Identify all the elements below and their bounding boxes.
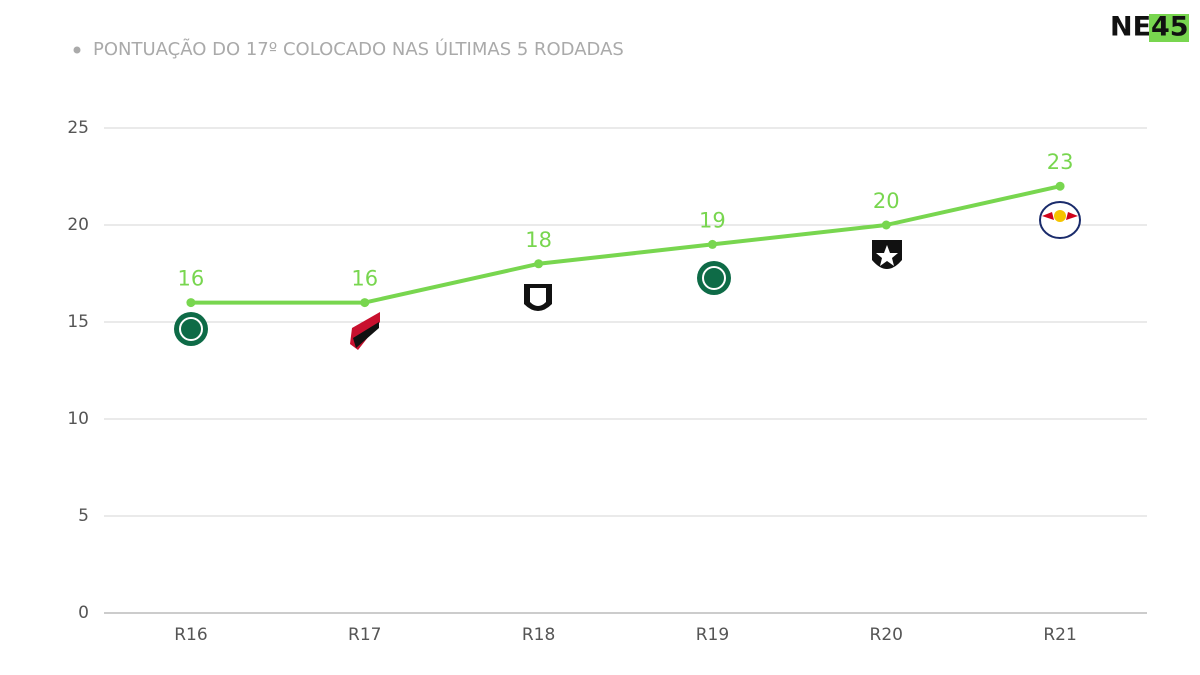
data-label: 19 (699, 208, 726, 232)
data-point (707, 239, 717, 249)
y-tick-label: 10 (67, 409, 89, 429)
badge (174, 312, 208, 346)
x-tick-label: R18 (522, 625, 555, 645)
badge (353, 322, 379, 348)
x-tick-label: R21 (1043, 625, 1076, 645)
x-tick-label: R17 (348, 625, 381, 645)
y-tick-label: 20 (67, 215, 89, 235)
brand-suffix: 45 (1151, 12, 1189, 43)
brand-logo: NE 45 (1110, 12, 1189, 43)
x-tick-label: R16 (174, 625, 207, 645)
data-point (1055, 181, 1065, 191)
data-label: 16 (178, 267, 205, 291)
brand-prefix: NE (1110, 12, 1151, 43)
data-label: 23 (1047, 150, 1074, 174)
y-tick-label: 5 (78, 506, 89, 526)
data-point (534, 259, 544, 269)
chart-title: PONTUAÇÃO DO 17º COLOCADO NAS ÚLTIMAS 5 … (93, 38, 624, 60)
title-bullet (73, 46, 81, 54)
badge (530, 288, 546, 306)
data-point (881, 220, 891, 230)
y-tick-label: 15 (67, 312, 89, 332)
x-tick-label: R20 (870, 625, 903, 645)
data-label: 16 (351, 267, 378, 291)
badge (876, 245, 898, 266)
club-badges (174, 201, 1081, 350)
badge (697, 261, 731, 295)
data-label: 20 (873, 189, 900, 213)
data-point (186, 298, 196, 308)
badge (179, 317, 203, 341)
x-tick-label: R19 (696, 625, 729, 645)
data-point (360, 298, 370, 308)
data-label: 18 (525, 228, 552, 252)
data-line (190, 184, 1061, 305)
brand-box (1149, 14, 1189, 42)
badge (1054, 210, 1066, 222)
badge (1042, 212, 1078, 220)
badge (702, 266, 726, 290)
y-tick-label: 0 (78, 603, 89, 623)
y-tick-label: 25 (67, 118, 89, 138)
